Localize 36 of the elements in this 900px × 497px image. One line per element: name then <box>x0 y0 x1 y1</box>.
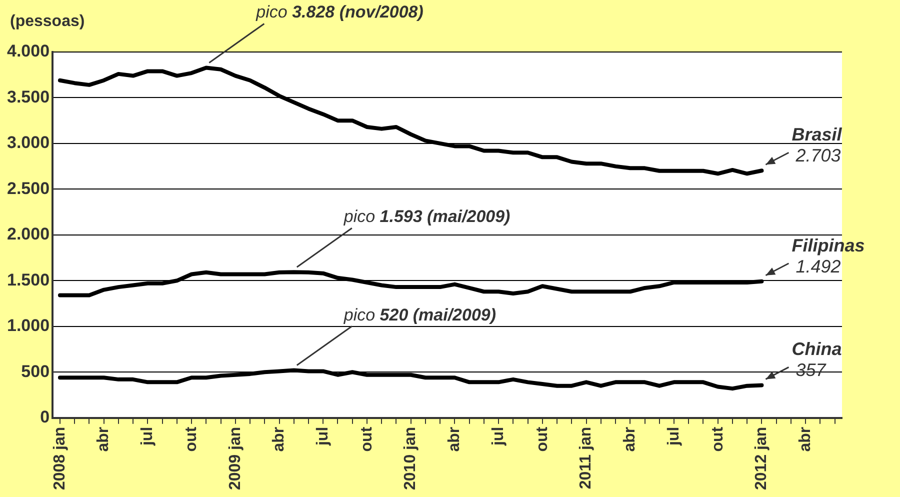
x-tick-label: 2008 jan <box>51 426 68 490</box>
annotation: pico 3.828 (nov/2008) <box>255 2 424 22</box>
x-tick-label: out <box>709 426 726 452</box>
x-tick-label: jul <box>314 426 332 447</box>
y-axis-title: (pessoas) <box>10 13 85 30</box>
y-tick-label: 3.000 <box>6 133 50 152</box>
x-tick-label: jul <box>139 426 156 447</box>
x-tick-label: abr <box>270 426 288 452</box>
y-tick-label: 0 <box>40 408 50 427</box>
x-tick-label: abr <box>446 426 464 452</box>
annotation: pico 1.593 (mai/2009) <box>342 207 511 226</box>
data-label: 1.492 <box>796 256 841 276</box>
x-tick-label: abr <box>95 426 112 452</box>
x-tick-label: out <box>182 426 200 452</box>
x-tick-label: out <box>534 426 551 452</box>
y-tick-label: 4.000 <box>6 42 50 61</box>
x-tick-label: 2011 jan <box>578 426 595 490</box>
x-tick-label: abr <box>622 426 639 452</box>
x-tick-label: 2009 jan <box>226 426 244 490</box>
text: Brasil <box>792 124 843 145</box>
x-tick-label: jul <box>665 426 682 447</box>
x-tick-label: abr <box>796 426 814 452</box>
y-tick-label: 1.000 <box>6 316 50 336</box>
text: Filipinas <box>792 235 865 256</box>
y-tick-label: 2.000 <box>6 224 50 244</box>
y-tick-label: 500 <box>21 362 50 381</box>
y-tick-label: 3.500 <box>6 87 50 106</box>
x-tick-label: 2010 jan <box>402 426 420 490</box>
y-tick-label: 2.500 <box>6 178 50 198</box>
data-label: 2.703 <box>794 146 841 166</box>
x-tick-label: out <box>358 426 376 452</box>
text: China <box>792 339 842 360</box>
x-tick-label: 2012 jan <box>753 426 770 490</box>
x-tick-label: jul <box>490 426 507 447</box>
y-tick-label: 1.500 <box>6 270 50 290</box>
annotation: pico 520 (mai/2009) <box>342 305 496 324</box>
